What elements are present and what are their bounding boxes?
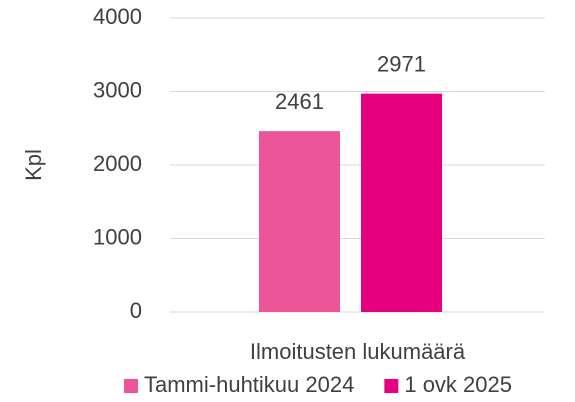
y-tick-label: 1000	[93, 224, 142, 249]
bar	[361, 93, 442, 312]
y-tick-label: 2000	[93, 151, 142, 176]
y-tick-label: 0	[130, 298, 142, 323]
data-label: 2461	[275, 89, 324, 114]
y-tick-label: 4000	[93, 4, 142, 29]
y-tick-label: 3000	[93, 77, 142, 102]
data-label: 2971	[377, 51, 426, 76]
bar	[259, 131, 340, 312]
legend-swatch	[384, 379, 399, 393]
x-tick-label: Ilmoitusten lukumäärä	[250, 339, 466, 364]
y-axis-label: Kpl	[21, 149, 46, 181]
legend-swatch	[124, 379, 139, 393]
legend-label: Tammi-huhtikuu 2024	[144, 372, 354, 397]
legend-label: 1 ovk 2025	[404, 372, 512, 397]
